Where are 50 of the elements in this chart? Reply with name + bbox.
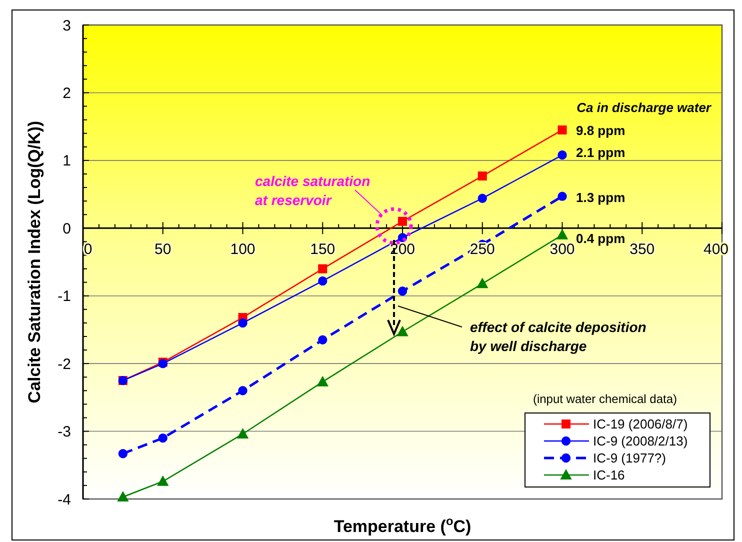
- point: [238, 318, 248, 328]
- x-tick-label: 100: [230, 241, 256, 258]
- point: [318, 335, 328, 344]
- legend-label: IC-19 (2006/8/7): [593, 416, 688, 432]
- x-tick-label: 250: [470, 241, 495, 258]
- annotation: Ca in discharge water: [576, 100, 712, 115]
- x-tick-label: 0: [84, 241, 92, 258]
- point: [398, 216, 407, 226]
- y-tick-label: -1: [58, 288, 71, 306]
- annotation: 1.3 ppm: [576, 190, 626, 205]
- point: [476, 278, 488, 288]
- point: [157, 476, 168, 486]
- annotation: calcite saturation at reservoir: [255, 173, 370, 208]
- point: [558, 192, 567, 201]
- x-axis-title: Temperature ($^{o}$C): [334, 514, 472, 536]
- point: [478, 172, 487, 181]
- point: [398, 286, 408, 296]
- annotation: 0.4 ppm: [576, 231, 626, 246]
- point: [318, 264, 328, 274]
- point: [118, 449, 128, 458]
- point: [117, 491, 128, 502]
- point: [238, 386, 248, 396]
- y-tick-label: 1: [62, 152, 71, 170]
- point: [158, 433, 168, 443]
- legend-label: IC-9 (2008/2/13): [593, 434, 688, 449]
- y-tick-label: 2: [62, 84, 71, 102]
- y-tick-label: 3: [62, 17, 71, 34]
- x-tick-label: 350: [630, 241, 655, 258]
- point: [558, 125, 567, 134]
- annotation: 2.1 ppm: [576, 145, 626, 160]
- y-tick-label: -3: [58, 424, 71, 441]
- point: [317, 376, 328, 386]
- annotation: 9.8 ppm: [576, 123, 626, 138]
- x-tick-label: 50: [154, 241, 172, 258]
- annotation: effect of calcite deposition by well discharge: [470, 319, 646, 354]
- y-tick-label: 0: [62, 220, 71, 238]
- point: [397, 326, 408, 336]
- y-axis-title: Calcite Saturation Index (Log(Q/K)): [25, 120, 44, 404]
- point: [558, 150, 567, 160]
- x-tick-label: 150: [310, 241, 336, 258]
- y-tick-label: -4: [58, 491, 71, 508]
- point: [556, 229, 568, 240]
- x-tick-label: 300: [550, 241, 575, 258]
- legend-label: IC-16: [593, 468, 625, 483]
- legend-title: (input water chemical data): [532, 392, 678, 406]
- y-tick-label: -2: [58, 356, 71, 373]
- point: [237, 428, 248, 438]
- legend-label: IC-9 (1977?): [593, 450, 666, 466]
- point: [318, 276, 328, 286]
- point: [478, 194, 487, 203]
